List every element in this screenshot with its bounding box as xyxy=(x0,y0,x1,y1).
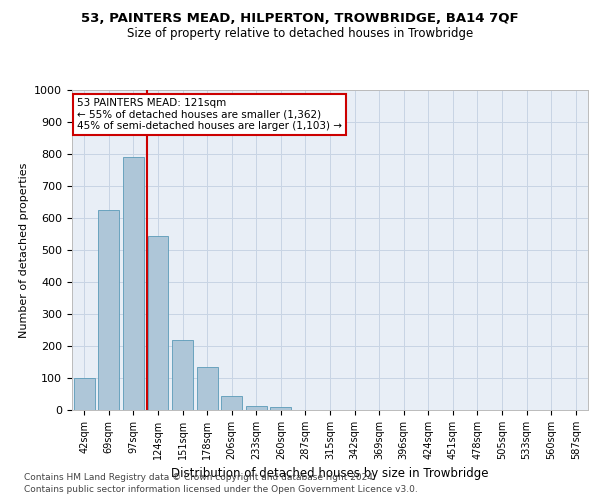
Bar xyxy=(98,210,119,410)
Text: Contains HM Land Registry data © Crown copyright and database right 2024.: Contains HM Land Registry data © Crown c… xyxy=(24,472,376,482)
Bar xyxy=(197,368,218,410)
Text: 53 PAINTERS MEAD: 121sqm
← 55% of detached houses are smaller (1,362)
45% of sem: 53 PAINTERS MEAD: 121sqm ← 55% of detach… xyxy=(77,98,342,131)
Bar xyxy=(74,378,95,410)
Text: Size of property relative to detached houses in Trowbridge: Size of property relative to detached ho… xyxy=(127,28,473,40)
Bar xyxy=(271,408,292,410)
Text: Contains public sector information licensed under the Open Government Licence v3: Contains public sector information licen… xyxy=(24,485,418,494)
X-axis label: Distribution of detached houses by size in Trowbridge: Distribution of detached houses by size … xyxy=(171,468,489,480)
Text: 53, PAINTERS MEAD, HILPERTON, TROWBRIDGE, BA14 7QF: 53, PAINTERS MEAD, HILPERTON, TROWBRIDGE… xyxy=(81,12,519,26)
Bar xyxy=(172,340,193,410)
Bar xyxy=(123,157,144,410)
Bar xyxy=(221,396,242,410)
Y-axis label: Number of detached properties: Number of detached properties xyxy=(19,162,29,338)
Bar xyxy=(246,406,267,410)
Bar xyxy=(148,236,169,410)
